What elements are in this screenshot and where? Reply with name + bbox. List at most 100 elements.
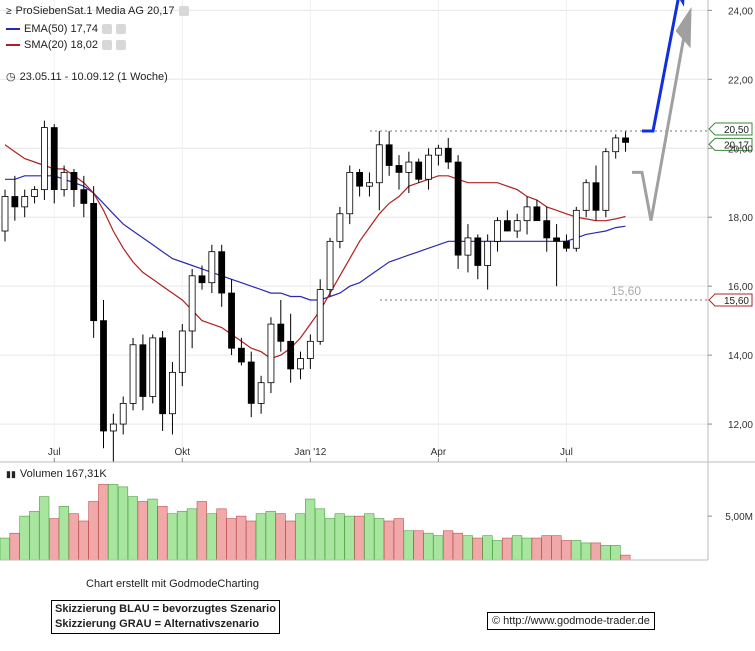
y-tick-label: 22,00: [728, 75, 753, 86]
volume-bar: [373, 518, 385, 561]
candle-body: [592, 182, 600, 211]
volume-bar: [88, 501, 99, 561]
candle-body: [208, 251, 216, 284]
source-link[interactable]: © http://www.godmode-trader.de: [487, 612, 655, 630]
volume-bar: [48, 518, 60, 561]
candle-body: [395, 165, 403, 173]
volume-bar: [314, 508, 326, 561]
close-icon[interactable]: [115, 40, 126, 50]
volume-bar: [157, 506, 168, 561]
volume-bar: [186, 508, 198, 561]
candle-body: [247, 361, 255, 404]
candle-body: [582, 182, 590, 211]
volume-bar: [482, 535, 493, 561]
volume-bars: [0, 484, 631, 561]
candle-body: [90, 203, 98, 322]
note-blue: Skizzierung BLAU = bevorzugtes Szenario: [55, 603, 276, 615]
last-price-tag-box: [708, 137, 753, 151]
candle-body: [602, 151, 610, 211]
volume-bar: [147, 498, 158, 561]
moving-averages: [4, 144, 626, 360]
candle-body: [484, 240, 492, 266]
candle-body: [159, 337, 167, 415]
volume-bar: [78, 520, 89, 561]
volume-bar: [236, 515, 247, 561]
volume-bar: [403, 530, 414, 561]
volume-bar: [561, 540, 572, 561]
volume-bar: [58, 506, 69, 561]
x-tick-label: Apr: [431, 447, 447, 458]
volume-bar: [137, 501, 148, 561]
y-tick-label: 16,00: [728, 282, 753, 293]
volume-bar: [29, 510, 40, 561]
settings-icon[interactable]: [178, 6, 189, 16]
candle-body: [237, 347, 245, 363]
candle-body: [444, 147, 452, 163]
blue-scenario-arrow: [642, 0, 680, 133]
candle-body: [612, 137, 620, 153]
chart-title: ProSiebenSat.1 Media AG 20,17: [15, 5, 175, 17]
candle-body: [326, 240, 334, 291]
scenario-notes: Skizzierung BLAU = bevorzugtes Szenario …: [51, 600, 280, 634]
candle-body: [513, 220, 521, 232]
volume-bar: [127, 496, 138, 561]
volume-bar: [98, 484, 109, 561]
candle-body: [425, 154, 432, 180]
volume-bar: [433, 535, 444, 561]
ema-label: EMA(50) 17,74: [24, 23, 98, 35]
volume-bar: [442, 530, 454, 561]
y-tick-label: 24,00: [728, 6, 753, 17]
resistance-tag-box: [708, 122, 753, 136]
y-tick-label: 20,00: [728, 144, 753, 155]
support-tag-label: 15,60: [724, 296, 749, 307]
volume-bar: [570, 540, 582, 561]
volume-bar: [551, 535, 562, 561]
candle-body: [474, 237, 482, 266]
candle-body: [553, 237, 560, 242]
x-tick-label: Jul: [48, 447, 61, 458]
clock-icon: ◷: [6, 71, 16, 83]
y-tick-label: 14,00: [728, 351, 753, 362]
ema-line: [5, 175, 626, 301]
volume-bar: [285, 520, 296, 561]
candle-body: [50, 127, 58, 191]
candle-body: [366, 182, 373, 187]
volume-bar: [255, 513, 267, 561]
last-price-tag-label: 20,17: [724, 140, 749, 151]
volume-bar: [108, 484, 119, 561]
candle-body: [1, 196, 9, 232]
candle-body: [31, 189, 38, 197]
close-icon[interactable]: [115, 24, 126, 34]
volume-bar: [9, 532, 20, 561]
volume-bar: [364, 513, 375, 561]
candle-body: [169, 371, 176, 415]
support-tag-box: [708, 293, 753, 307]
candle-body: [277, 323, 285, 342]
axes: 24,00 22,00 20,00 18,00 16,00 14,00 12,00 Jul Ok…: [0, 0, 755, 561]
volume-bar: [590, 542, 601, 561]
volume-bar: [39, 496, 50, 561]
gray-scenario-arrow: [632, 27, 688, 221]
settings-icon[interactable]: [101, 24, 112, 34]
volume-bar: [0, 537, 10, 561]
volume-bar: [502, 537, 513, 561]
volume-bar: [354, 515, 365, 561]
settings-icon[interactable]: [101, 40, 112, 50]
volume-bar: [383, 520, 395, 561]
candle-body: [503, 220, 511, 232]
volume-bar: [521, 537, 532, 561]
y-tick-label: 12,00: [728, 420, 753, 431]
volume-bar: [216, 508, 227, 561]
candle-body: [11, 196, 19, 208]
blue-arrowhead: [680, 0, 685, 7]
volume-title: Volumen 167,31K: [19, 468, 107, 480]
volume-bar: [393, 518, 404, 561]
x-tick-label: Jan '12: [294, 447, 326, 458]
volume-bar: [610, 545, 621, 561]
volume-bar: [324, 518, 335, 561]
candle-body: [178, 330, 186, 373]
grid-layer: [0, 0, 708, 462]
candle-body: [316, 289, 324, 342]
candle-body: [464, 237, 472, 256]
